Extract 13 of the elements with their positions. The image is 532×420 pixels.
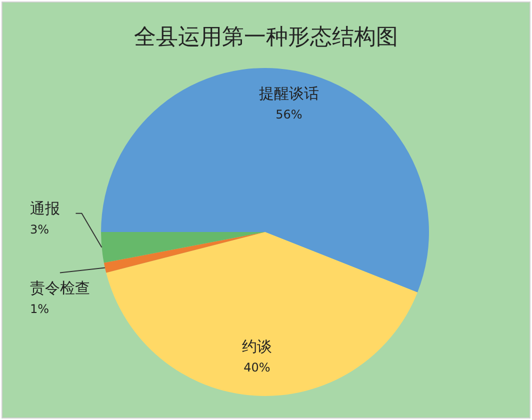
- data-label: 1%: [30, 302, 50, 316]
- pie-slice: [101, 68, 429, 292]
- slice-label: 通报: [30, 199, 60, 218]
- data-label: 56%: [276, 107, 302, 122]
- slice-label: 提醒谈话: [258, 84, 319, 102]
- data-label: 3%: [30, 222, 50, 236]
- pie-slice: [101, 232, 265, 263]
- slice-label: 约谈: [242, 338, 272, 356]
- data-label: 40%: [244, 360, 270, 375]
- slice-label: 责令检查: [30, 278, 90, 297]
- chart-title: 全县运用第一种形态结构图: [134, 25, 398, 50]
- pie-slice: [104, 232, 265, 273]
- pie-slice: [106, 232, 418, 396]
